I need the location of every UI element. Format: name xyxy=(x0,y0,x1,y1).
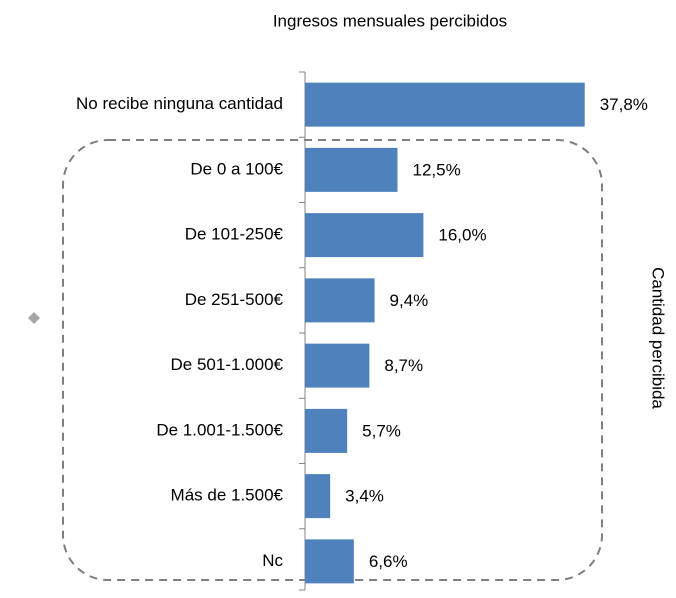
bar xyxy=(305,82,585,127)
y-tick-label: Nc xyxy=(262,551,283,570)
y-tick-label: De 0 a 100€ xyxy=(190,159,283,178)
data-label: 5,7% xyxy=(362,421,401,440)
connector-marker xyxy=(28,312,40,324)
y-tick-label: De 251-500€ xyxy=(185,290,284,309)
data-label: 12,5% xyxy=(413,160,461,179)
y-tick-label: De 1.001-1.500€ xyxy=(156,420,283,439)
data-label: 3,4% xyxy=(345,487,384,506)
y-tick-label: De 101-250€ xyxy=(185,225,284,244)
bar xyxy=(305,539,354,584)
y-tick-label: No recibe ninguna cantidad xyxy=(76,94,283,113)
data-label: 9,4% xyxy=(390,291,429,310)
bar xyxy=(305,408,348,453)
data-label: 8,7% xyxy=(384,356,423,375)
data-label: 16,0% xyxy=(438,226,486,245)
bar xyxy=(305,147,398,192)
data-label: 37,8% xyxy=(600,95,648,114)
bar xyxy=(305,213,424,258)
y-tick-label: Más de 1.500€ xyxy=(171,486,284,505)
bar xyxy=(305,343,370,388)
chart-title: Ingresos mensuales percibidos xyxy=(273,11,507,30)
y-tick-label: De 501-1.000€ xyxy=(171,355,284,374)
data-label: 6,6% xyxy=(369,552,408,571)
bar xyxy=(305,474,331,519)
group-annotation: Cantidad percibida xyxy=(649,267,668,409)
bar xyxy=(305,278,375,323)
